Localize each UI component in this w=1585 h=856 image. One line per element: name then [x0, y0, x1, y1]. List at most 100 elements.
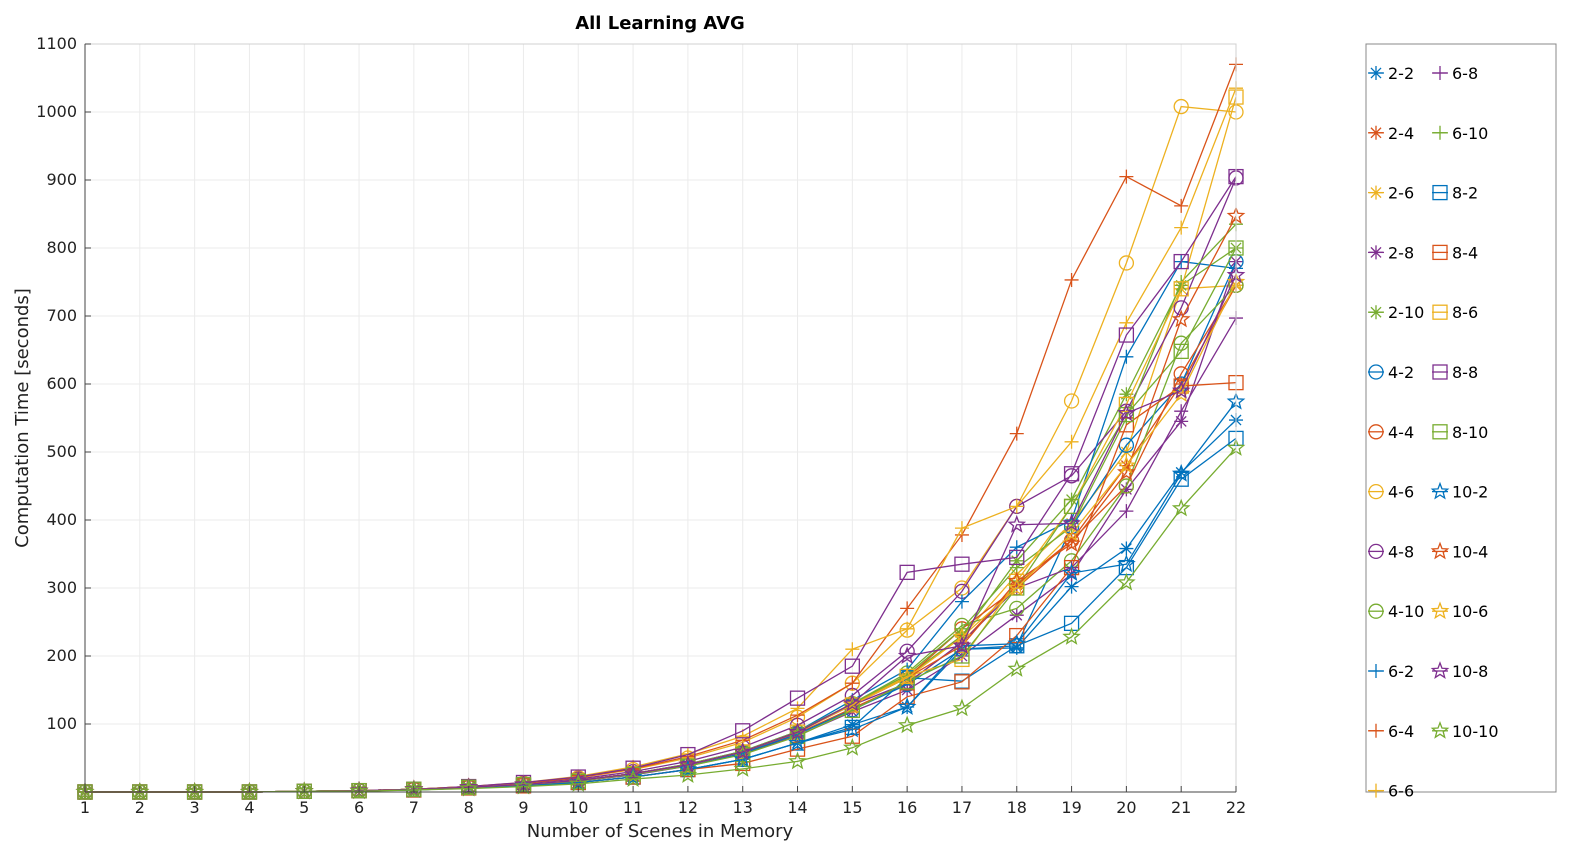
marker-asterisk [1119, 387, 1134, 402]
x-tick-label: 21 [1171, 798, 1191, 817]
y-tick-label: 400 [46, 510, 77, 529]
legend-label: 4-8 [1388, 542, 1414, 561]
marker-square [1063, 559, 1080, 576]
marker-pentagram [1171, 380, 1191, 399]
x-tick-label: 6 [354, 798, 364, 817]
marker-plus [845, 676, 860, 691]
data-point [185, 782, 204, 800]
data-point [733, 742, 753, 760]
marker-square [899, 689, 915, 705]
data-point [952, 635, 972, 654]
marker-square [1063, 498, 1080, 515]
data-point [1118, 255, 1135, 271]
marker-pentagram [842, 719, 862, 738]
marker-pentagram [623, 763, 643, 782]
data-point [899, 689, 915, 705]
data-point [1117, 554, 1136, 573]
data-point [1062, 627, 1081, 645]
legend-marker [1433, 66, 1447, 80]
legend-marker [1369, 723, 1383, 738]
plot-area [85, 44, 1236, 792]
marker-plus [1174, 220, 1189, 235]
legend-marker [1368, 483, 1384, 500]
data-point [1119, 541, 1134, 556]
marker-pentagram [1430, 601, 1450, 620]
marker-pentagram [1062, 563, 1081, 581]
data-point [1171, 384, 1191, 403]
data-point [790, 701, 805, 716]
data-point [900, 621, 915, 636]
data-point [735, 729, 750, 744]
legend-label: 6-2 [1388, 662, 1414, 681]
marker-asterisk [1369, 305, 1383, 320]
marker-pentagram [788, 751, 807, 770]
marker-pentagram [1007, 633, 1027, 652]
marker-square [1173, 253, 1189, 270]
legend: 2-2 2-4 2-6 2-8 2-10 4-2 4-4 4-6 4-8 4-10 6-2 6-4 6-… [1365, 43, 1557, 801]
data-point [1173, 366, 1189, 382]
legend-marker [1369, 185, 1383, 200]
data-point [1174, 414, 1189, 429]
data-point [845, 717, 860, 732]
marker-pentagram [1117, 455, 1136, 474]
x-axis-title: Number of Scenes in Memory [527, 821, 794, 842]
marker-pentagram [952, 698, 972, 717]
legend-marker [1430, 601, 1450, 620]
data-point [1119, 349, 1134, 364]
axes: 1 2 3 4 5 6 7 8 9 10 11 12 13 14 15 16 17 18 19 20 21 2210020… [36, 34, 1246, 817]
data-point [1009, 600, 1025, 617]
legend-item-4-4: 4-4 [1368, 423, 1414, 442]
marker-plus [790, 701, 805, 716]
marker-circle [1173, 300, 1189, 316]
data-point [788, 751, 807, 770]
data-point [1171, 463, 1191, 482]
marker-pentagram [952, 635, 972, 654]
data-point [1007, 571, 1027, 590]
y-tick-label: 100 [46, 714, 77, 733]
marker-plus [1369, 664, 1383, 678]
marker-square [735, 755, 751, 772]
marker-square [1432, 424, 1448, 440]
marker-asterisk [1369, 245, 1383, 260]
marker-pentagram [733, 759, 753, 777]
data-point [1007, 514, 1027, 533]
marker-plus [1009, 426, 1024, 441]
marker-pentagram [1117, 572, 1136, 591]
legend-marker [1430, 661, 1450, 679]
marker-square [1118, 396, 1135, 413]
marker-square [789, 741, 806, 757]
data-point [1119, 169, 1134, 184]
data-point [1117, 462, 1136, 481]
marker-asterisk [1119, 482, 1134, 497]
data-point [1173, 343, 1189, 360]
marker-pentagram [130, 782, 150, 800]
data-point [1009, 499, 1024, 514]
data-point [1007, 633, 1027, 652]
data-point [1174, 198, 1189, 213]
data-point [623, 763, 643, 782]
marker-pentagram [240, 782, 259, 800]
legend-label: 8-4 [1452, 243, 1478, 262]
marker-square [789, 690, 806, 706]
marker-square [735, 723, 751, 739]
marker-pentagram [1007, 659, 1027, 677]
data-point [842, 719, 862, 738]
data-point [1119, 504, 1134, 519]
marker-circle [1009, 600, 1025, 617]
marker-square [954, 674, 970, 690]
data-point [1119, 482, 1134, 497]
data-point [1118, 327, 1135, 343]
data-point [735, 755, 751, 772]
legend-marker [1432, 304, 1448, 320]
data-point [1173, 253, 1189, 270]
marker-pentagram [1430, 541, 1450, 560]
data-point [404, 780, 424, 798]
y-tick-label: 600 [46, 374, 77, 393]
marker-square [899, 564, 915, 581]
data-point [845, 676, 860, 691]
data-point [349, 781, 369, 800]
data-point [1009, 540, 1024, 555]
x-tick-label: 2 [135, 798, 145, 817]
marker-plus [1119, 504, 1134, 519]
marker-pentagram [294, 781, 314, 800]
